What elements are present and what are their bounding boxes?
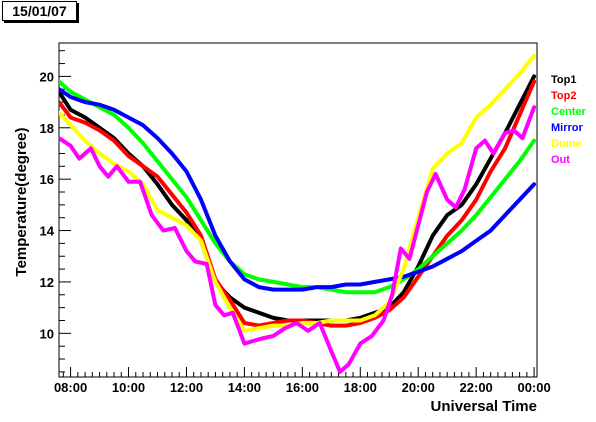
x-tick-label: 08:00 [54, 380, 87, 395]
y-tick-label: 12 [40, 275, 54, 290]
series-line-top1 [59, 74, 537, 323]
y-axis-title: Temperature(degree) [13, 128, 30, 277]
y-tick-label: 18 [40, 121, 54, 136]
y-tick-label: 16 [40, 172, 54, 187]
x-tick-label: 22:00 [460, 380, 493, 395]
legend-entry-dome: Dome [551, 138, 582, 150]
series-line-mirror [59, 87, 537, 292]
legend-entry-out: Out [551, 154, 570, 166]
series-line-top2 [59, 79, 537, 328]
x-tick-label: 12:00 [170, 380, 203, 395]
legend-entry-center: Center [551, 106, 587, 118]
series-line-center [59, 79, 537, 295]
y-tick-label: 20 [40, 69, 54, 84]
series-line-out [59, 105, 537, 374]
legend-entry-top2: Top2 [551, 90, 576, 102]
legend-entry-mirror: Mirror [551, 122, 584, 134]
x-tick-label: 10:00 [112, 380, 145, 395]
y-tick-label: 10 [40, 326, 54, 341]
y-tick-label: 14 [40, 224, 55, 239]
date-label: 15/01/07 [2, 1, 77, 21]
x-tick-label: 14:00 [228, 380, 261, 395]
x-tick-label: 16:00 [286, 380, 319, 395]
x-tick-label: 18:00 [344, 380, 377, 395]
x-tick-label: 20:00 [402, 380, 435, 395]
plot-frame [58, 42, 538, 378]
x-axis-title: Universal Time [431, 398, 537, 415]
legend-entry-top1: Top1 [551, 74, 576, 86]
x-tick-label: 00:00 [517, 380, 550, 395]
